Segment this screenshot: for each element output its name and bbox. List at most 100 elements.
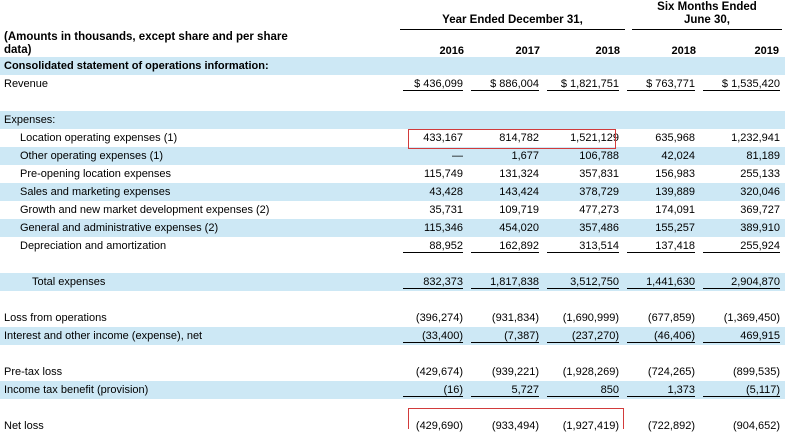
- value-cell: 131,324: [499, 168, 539, 180]
- year-header-2017: 2017: [515, 45, 540, 57]
- value-cell: 635,968: [655, 132, 695, 144]
- row-label: Other operating expenses (1): [0, 147, 400, 165]
- value-cell: (899,535): [732, 366, 781, 378]
- value-cell: 88,952: [403, 240, 463, 253]
- value-cell: (7,387): [471, 330, 539, 343]
- value-cell: (237,270): [547, 330, 619, 343]
- year-header-2016: 2016: [439, 45, 464, 57]
- header-group-year-ended: Year Ended December 31,: [442, 14, 583, 26]
- value-cell: 378,729: [579, 186, 619, 198]
- value-cell: 42,024: [661, 150, 695, 162]
- value-cell: 1,441,630: [627, 276, 695, 289]
- value-cell: 454,020: [499, 222, 539, 234]
- value-cell: 433,167: [423, 132, 463, 144]
- value-cell: 357,486: [579, 222, 619, 234]
- header-group-six-months-line2: June 30,: [683, 14, 731, 26]
- value-cell: 1,373: [627, 384, 695, 397]
- row-label: Location operating expenses (1): [20, 132, 178, 144]
- table-row: Other operating expenses (1) — 1,677 106…: [0, 147, 785, 165]
- table-row: Pre-tax loss (429,674) (939,221) (1,928,…: [0, 363, 785, 381]
- header-group1-underline: [400, 29, 625, 30]
- value-cell: 156,983: [655, 168, 695, 180]
- row-label: Expenses:: [0, 111, 785, 129]
- value-cell: $ 1,535,420: [703, 78, 781, 91]
- value-cell: 1,817,838: [471, 276, 539, 289]
- value-cell: (722,892): [647, 420, 695, 432]
- header-group-six-months-line1: Six Months Ended: [657, 1, 757, 13]
- value-cell: 115,749: [424, 168, 463, 180]
- value-cell: (904,652): [732, 420, 781, 432]
- row-label: Revenue: [4, 78, 49, 90]
- row-label: Growth and new market development expens…: [20, 204, 270, 216]
- value-cell: 1,232,941: [731, 132, 781, 144]
- value-cell: $ 763,771: [627, 78, 695, 91]
- value-cell: 255,133: [740, 168, 781, 180]
- section-title-row: Consolidated statement of operations inf…: [0, 57, 785, 75]
- value-cell: 320,046: [740, 186, 781, 198]
- value-cell: 2,904,870: [703, 276, 781, 289]
- value-cell: (724,265): [647, 366, 695, 378]
- value-cell: (16): [403, 384, 463, 397]
- table-row: Depreciation and amortization 88,952 162…: [0, 237, 785, 255]
- table-row: Expenses:: [0, 111, 785, 129]
- row-label: Interest and other income (expense), net: [0, 327, 400, 345]
- value-cell: 109,719: [499, 204, 539, 216]
- value-cell: 115,346: [424, 222, 463, 234]
- value-cell: $ 1,821,751: [547, 78, 619, 91]
- value-cell: (939,221): [491, 366, 539, 378]
- amounts-note: (Amounts in thousands, except share and …: [4, 31, 288, 56]
- table-row: Net loss (429,690) (933,494) (1,927,419)…: [0, 417, 785, 435]
- value-cell: (429,674): [415, 366, 463, 378]
- table-row: Income tax benefit (provision) (16) 5,72…: [0, 381, 785, 399]
- table-row: Revenue $ 436,099 $ 886,004 $ 1,821,751 …: [0, 75, 785, 93]
- value-cell: (46,406): [627, 330, 695, 343]
- value-cell: 255,924: [703, 240, 781, 253]
- value-cell: 313,514: [547, 240, 619, 253]
- spacer-row: [0, 93, 785, 111]
- value-cell: 850: [547, 384, 619, 397]
- value-cell: (396,274): [415, 312, 463, 324]
- header-group2-underline: [632, 29, 782, 30]
- table-row: Total expenses 832,373 1,817,838 3,512,7…: [0, 273, 785, 291]
- value-cell: 43,428: [429, 186, 463, 198]
- year-header-2019: 2019: [754, 45, 779, 57]
- value-cell: 162,892: [471, 240, 539, 253]
- spacer-row: [0, 291, 785, 309]
- value-cell: 174,091: [655, 204, 695, 216]
- value-cell: $ 436,099: [403, 78, 463, 91]
- table-row: Location operating expenses (1) 433,167 …: [0, 129, 785, 147]
- value-cell: (1,690,999): [562, 312, 619, 324]
- spacer-row: [0, 255, 785, 273]
- value-cell: 469,915: [703, 330, 781, 343]
- value-cell: 5,727: [471, 384, 539, 397]
- value-cell: 35,731: [429, 204, 463, 216]
- value-cell: 369,727: [740, 204, 781, 216]
- value-cell: 477,273: [579, 204, 619, 216]
- value-cell: (1,369,450): [723, 312, 781, 324]
- spacer-row: [0, 345, 785, 363]
- statement-of-operations-table: Consolidated statement of operations inf…: [0, 57, 785, 435]
- table-row: Interest and other income (expense), net…: [0, 327, 785, 345]
- table-row: Loss from operations (396,274) (931,834)…: [0, 309, 785, 327]
- spacer-row: [0, 399, 785, 417]
- row-label: Income tax benefit (provision): [0, 381, 400, 399]
- year-header-2018: 2018: [595, 45, 620, 57]
- value-cell: (931,834): [491, 312, 539, 324]
- row-label: Net loss: [4, 420, 44, 432]
- highlight-box-location-operating: [408, 129, 616, 149]
- value-cell: 139,889: [655, 186, 695, 198]
- value-cell: 143,424: [499, 186, 539, 198]
- value-cell: 106,788: [579, 150, 619, 162]
- value-cell: 814,782: [499, 132, 539, 144]
- section-title: Consolidated statement of operations inf…: [0, 57, 785, 75]
- row-label: Loss from operations: [4, 312, 107, 324]
- value-cell: 357,831: [579, 168, 619, 180]
- row-label: Total expenses: [0, 273, 400, 291]
- value-cell: 155,257: [655, 222, 695, 234]
- value-cell: 137,418: [627, 240, 695, 253]
- value-cell: —: [452, 150, 463, 162]
- table-row: General and administrative expenses (2) …: [0, 219, 785, 237]
- value-cell: (5,117): [703, 384, 781, 397]
- row-label: Sales and marketing expenses: [0, 183, 400, 201]
- highlight-box-net-loss: [408, 408, 624, 429]
